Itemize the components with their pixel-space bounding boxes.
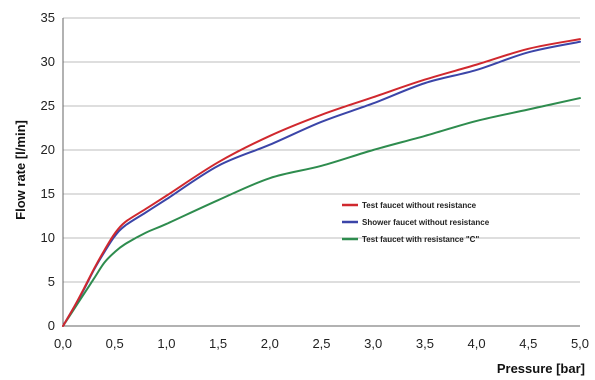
y-tick-label: 10 [41,230,55,245]
series-line-3 [62,97,581,327]
y-tick-label: 5 [48,274,55,289]
x-tick-label: 5,0 [571,336,589,351]
y-tick-label: 15 [41,186,55,201]
tick-labels: 0 5 10 15 20 25 30 35 0,0 0,5 1,0 1,5 2,0 2,5 3,0 3,5 4,… [41,10,590,351]
legend-label-3: Test faucet with resistance "C" [362,235,479,244]
x-tick-label: 4,0 [468,336,486,351]
y-tick-label: 20 [41,142,55,157]
x-axis-label: Pressure [bar] [497,361,585,376]
x-tick-label: 0,5 [106,336,124,351]
x-tick-label: 0,0 [54,336,72,351]
legend-label-2: Shower faucet without resistance [362,218,490,227]
axes [62,18,580,327]
x-tick-label: 1,5 [209,336,227,351]
y-tick-label: 0 [48,318,55,333]
series-line-2 [62,40,581,327]
y-tick-label: 25 [41,98,55,113]
legend-label-1: Test faucet without resistance [362,201,477,210]
legend: Test faucet without resistance Shower fau… [342,201,490,244]
y-tick-label: 35 [41,10,55,25]
x-tick-label: 3,5 [416,336,434,351]
x-tick-label: 3,0 [364,336,382,351]
x-tick-label: 4,5 [519,336,537,351]
y-axis-label: Flow rate [l/min] [13,120,28,220]
grid-lines [63,17,580,283]
x-tick-label: 1,0 [157,336,175,351]
y-tick-label: 30 [41,54,55,69]
x-tick-label: 2,0 [261,336,279,351]
series-line-1 [62,38,581,327]
series-lines [62,38,581,327]
x-tick-label: 2,5 [312,336,330,351]
